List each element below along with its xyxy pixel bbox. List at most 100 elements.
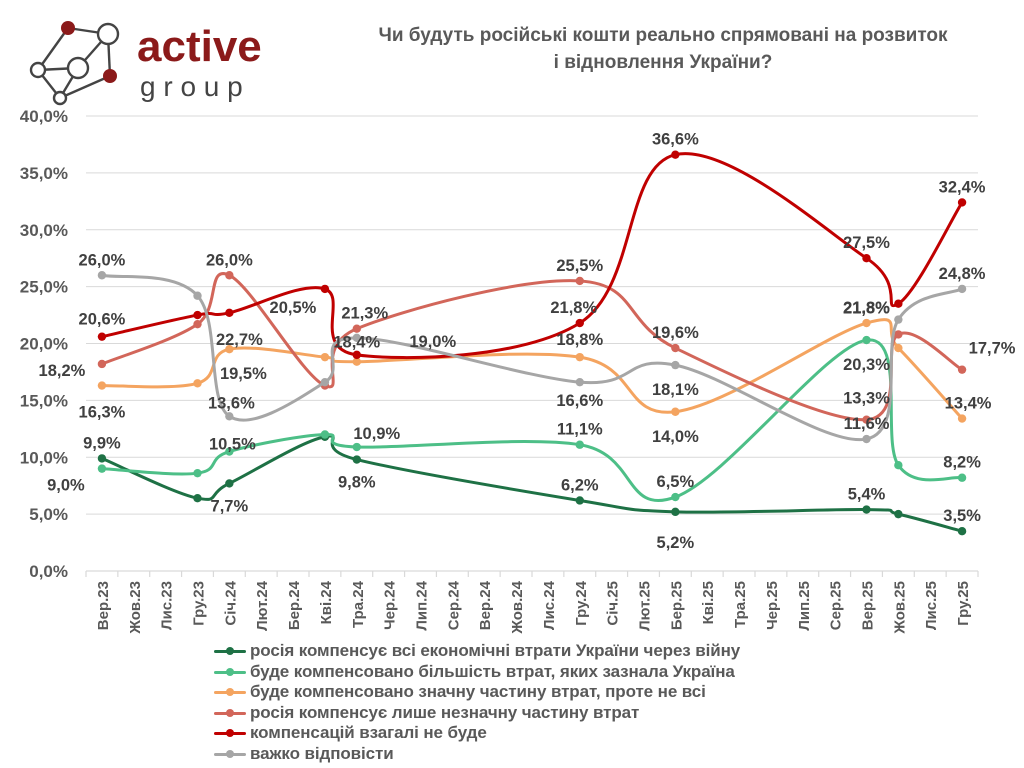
x-tick-label: Лис.23 — [159, 581, 176, 630]
data-point — [957, 526, 967, 536]
x-tick-label: Тра.25 — [732, 581, 749, 628]
data-point — [193, 468, 202, 478]
data-point — [862, 335, 871, 345]
series-1 — [97, 335, 967, 503]
series-line — [101, 272, 963, 422]
y-tick-label: 35,0% — [20, 164, 68, 183]
x-tick-label: Вер.23 — [95, 581, 112, 630]
data-point — [352, 455, 361, 464]
series-line — [101, 318, 964, 420]
data-label: 22,7% — [216, 331, 263, 349]
y-tick-label: 0,0% — [29, 562, 68, 581]
series-line — [101, 338, 963, 503]
data-point — [671, 343, 680, 353]
data-label: 19,0% — [409, 333, 456, 351]
x-tick-label: Вер.24 — [477, 580, 494, 630]
legend-item: росія компенсує всі економічні втрати Ук… — [212, 641, 740, 662]
data-point — [97, 332, 107, 341]
legend-label: росія компенсує всі економічні втрати Ук… — [250, 641, 741, 661]
x-tick-label: Сер.25 — [828, 581, 845, 630]
data-labels: 9,9% 7,7% 9,8% 6,2% 5,2% 5,4% 3,5% 9,0% 10,9% 11,… — [39, 131, 1016, 552]
data-label: 11,6% — [844, 415, 890, 433]
data-label: 21,8% — [843, 299, 890, 317]
data-point — [352, 333, 361, 343]
data-label: 20,3% — [843, 356, 890, 374]
legend-swatch-icon — [212, 747, 248, 761]
y-axis: 0,0% 5,0% 10,0% 15,0% 20,0% 25,0% 30,0% 35,0% 40… — [20, 107, 68, 581]
data-label: 19,6% — [652, 324, 699, 342]
x-tick-label: Січ.25 — [605, 581, 622, 626]
data-label: 13,3% — [843, 390, 890, 408]
data-label: 9,0% — [47, 477, 85, 495]
legend-swatch-icon — [212, 644, 248, 658]
data-point — [225, 308, 234, 317]
data-label: 7,7% — [211, 497, 249, 515]
data-label: 21,8% — [843, 300, 890, 318]
chart-title: Чи будуть російські кошти реально спрямо… — [318, 22, 1008, 76]
data-point — [97, 454, 107, 463]
data-point — [894, 330, 903, 339]
data-point — [320, 284, 330, 294]
data-point — [225, 271, 234, 280]
legend-item: росія компенсує лише незначну частину вт… — [212, 703, 740, 724]
data-label: 8,2% — [943, 454, 981, 472]
data-point — [97, 359, 107, 369]
data-label: 16,6% — [556, 392, 603, 410]
data-label: 25,5% — [556, 257, 603, 275]
x-tick-label: Лип.25 — [796, 581, 813, 631]
y-tick-label: 25,0% — [20, 278, 68, 297]
x-tick-label: Бер.25 — [668, 581, 685, 630]
data-point — [894, 343, 903, 353]
x-tick-label: Вер.25 — [860, 581, 877, 630]
data-label: 5,2% — [657, 534, 695, 552]
data-point — [894, 315, 903, 324]
data-point — [352, 324, 361, 333]
data-point — [862, 415, 871, 424]
data-point — [320, 377, 330, 387]
data-label: 18,2% — [39, 362, 86, 380]
data-point — [957, 414, 967, 423]
x-tick-label: Чер.24 — [382, 580, 399, 630]
data-point — [957, 198, 967, 207]
data-label: 9,9% — [83, 434, 121, 452]
y-tick-label: 20,0% — [20, 335, 68, 354]
legend-item: буде компенсовано більшість втрат, яких … — [212, 662, 740, 683]
x-tick-label: Жов.24 — [509, 580, 526, 634]
data-point — [97, 381, 107, 390]
data-point — [225, 412, 234, 421]
data-point — [193, 319, 202, 329]
x-tick-label: Лис.25 — [923, 581, 940, 630]
data-point — [225, 344, 234, 354]
data-point — [193, 310, 202, 320]
y-tick-label: 30,0% — [20, 221, 68, 240]
data-point — [862, 318, 871, 328]
y-tick-label: 10,0% — [20, 448, 68, 467]
data-point — [225, 447, 234, 456]
legend-item: важко відповісти — [212, 744, 740, 765]
x-axis: Вер.23 Жов.23 Лис.23 Гру.23 Січ.24 Лют.24 Бер.… — [85, 570, 979, 635]
chart-legend: росія компенсує всі економічні втрати Ук… — [212, 641, 740, 764]
data-point — [575, 352, 584, 362]
legend-item: компенсацій взагалі не буде — [212, 723, 740, 744]
legend-label: буде компенсовано значну частину втрат, … — [250, 682, 706, 702]
data-point — [862, 253, 871, 263]
x-tick-label: Жов.25 — [891, 581, 908, 635]
series-5 — [97, 271, 967, 444]
data-point — [862, 505, 871, 514]
data-label: 5,4% — [848, 486, 886, 504]
data-point — [894, 461, 903, 470]
data-point — [957, 365, 967, 374]
data-point — [671, 507, 680, 517]
data-point — [575, 276, 584, 286]
series-3 — [97, 271, 967, 424]
data-label: 20,5% — [270, 299, 317, 317]
data-label: 21,8% — [550, 299, 597, 317]
data-label: 18,1% — [652, 381, 699, 399]
legend-label: важко відповісти — [250, 743, 394, 763]
data-label: 6,2% — [561, 476, 599, 494]
x-tick-label: Лют.25 — [637, 581, 654, 631]
data-label: 20,6% — [79, 311, 126, 329]
x-tick-label: Лис.24 — [541, 580, 558, 630]
data-point — [894, 299, 903, 308]
